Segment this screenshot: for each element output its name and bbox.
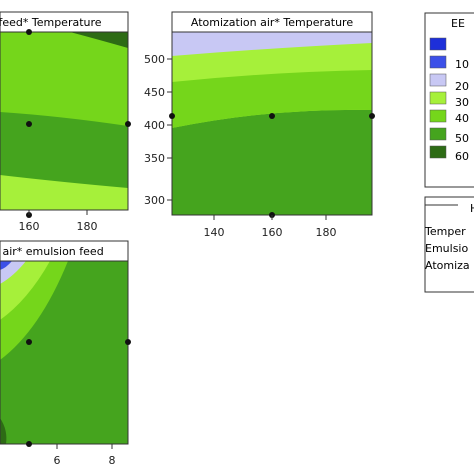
- y-tick-label: 300: [144, 194, 165, 207]
- y-tick-label: 450: [144, 86, 165, 99]
- design-point: [169, 113, 175, 119]
- legend-level-label: 10: [455, 58, 469, 71]
- legend-swatch: [429, 145, 447, 159]
- y-tick-label: 350: [144, 152, 165, 165]
- x-tick-label: 6: [54, 454, 61, 467]
- design-point: [269, 113, 275, 119]
- contour-band-dark: [0, 418, 7, 444]
- x-tick-label: 160: [262, 226, 283, 239]
- legend-swatch: [429, 37, 447, 51]
- hold-values-box: H Temper Emulsio Atomiza: [424, 196, 474, 293]
- legend-swatch: [429, 127, 447, 141]
- contour-region: [0, 261, 128, 444]
- panel-title: Atomization air* Temperature: [191, 16, 353, 29]
- panel-title: n air* emulsion feed: [0, 245, 104, 258]
- design-point: [26, 339, 32, 345]
- design-point: [26, 121, 32, 127]
- contour-band-light: [0, 261, 50, 320]
- legend-swatch: [429, 91, 447, 105]
- legend-level-label: 60: [455, 150, 469, 163]
- design-point: [125, 339, 131, 345]
- legend-level-label: 30: [455, 96, 469, 109]
- design-point: [369, 113, 375, 119]
- contour-band-lavender: [172, 32, 372, 56]
- contour-band-mid: [0, 32, 128, 126]
- contour-band-bottom: [0, 175, 128, 210]
- legend-swatch: [429, 109, 447, 123]
- contour-region: [0, 32, 128, 210]
- panel-title: n feed* Temperature: [0, 16, 102, 29]
- panel-feed-temperature: n feed* Temperature 160 180: [0, 11, 131, 233]
- legend-swatches: [429, 37, 447, 159]
- x-tick-label: 140: [204, 226, 225, 239]
- y-tick-label: 500: [144, 53, 165, 66]
- x-tick-label: 8: [109, 454, 116, 467]
- hold-box-item: Temper: [424, 225, 466, 238]
- hold-box-item: Emulsio: [425, 242, 468, 255]
- legend-level-label: 40: [455, 112, 469, 125]
- y-tick-label: 400: [144, 119, 165, 132]
- contour-band-lavender: [0, 261, 26, 284]
- legend-ee: EE 10 20 30 40 50 60: [424, 12, 474, 188]
- design-point: [125, 121, 131, 127]
- x-tick-label: 180: [77, 220, 98, 233]
- hold-box-item: Atomiza: [425, 259, 470, 272]
- panel-air-temperature: Atomization air* Temperature 300 350 400…: [144, 11, 375, 239]
- legend-level-label: 20: [455, 80, 469, 93]
- hold-box-title: H: [470, 202, 474, 215]
- hold-box-frame: [424, 196, 474, 293]
- x-tick-label: 160: [19, 220, 40, 233]
- contour-band-corner: [70, 32, 128, 48]
- x-tick-label: 180: [316, 226, 337, 239]
- legend-level-label: 50: [455, 132, 469, 145]
- design-point: [26, 29, 32, 35]
- panel-air-emulsion-feed: n air* emulsion feed 6 8: [0, 240, 131, 467]
- legend-title: EE: [451, 17, 465, 30]
- panel-frame: [0, 260, 129, 445]
- contour-region: [172, 32, 372, 215]
- legend-swatch: [429, 55, 447, 69]
- design-point: [26, 441, 32, 447]
- legend-swatch: [429, 73, 447, 87]
- contour-band-blue: [0, 261, 12, 270]
- contour-band-mid: [172, 70, 372, 128]
